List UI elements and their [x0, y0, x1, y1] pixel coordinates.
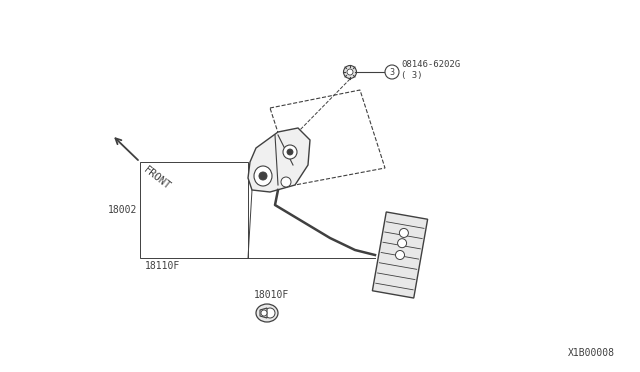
- Text: 18010F: 18010F: [254, 290, 289, 300]
- Circle shape: [281, 177, 291, 187]
- Ellipse shape: [256, 304, 278, 322]
- Circle shape: [265, 308, 275, 318]
- Circle shape: [261, 310, 267, 316]
- Circle shape: [287, 149, 293, 155]
- Text: 18002: 18002: [108, 205, 137, 215]
- Circle shape: [385, 65, 399, 79]
- Text: 18110F: 18110F: [145, 261, 180, 271]
- Circle shape: [347, 69, 353, 75]
- Circle shape: [399, 228, 408, 237]
- Circle shape: [259, 172, 267, 180]
- Polygon shape: [372, 212, 428, 298]
- Circle shape: [397, 239, 406, 248]
- Bar: [140, 162, 248, 258]
- Text: X1B00008: X1B00008: [568, 348, 615, 358]
- Circle shape: [283, 145, 297, 159]
- Polygon shape: [260, 308, 267, 318]
- Ellipse shape: [254, 166, 272, 186]
- Text: FRONT: FRONT: [142, 165, 173, 192]
- Text: 08146-6202G
( 3): 08146-6202G ( 3): [401, 60, 460, 80]
- Polygon shape: [248, 128, 310, 192]
- Circle shape: [344, 65, 356, 78]
- Circle shape: [396, 250, 404, 260]
- Text: 3: 3: [390, 67, 394, 77]
